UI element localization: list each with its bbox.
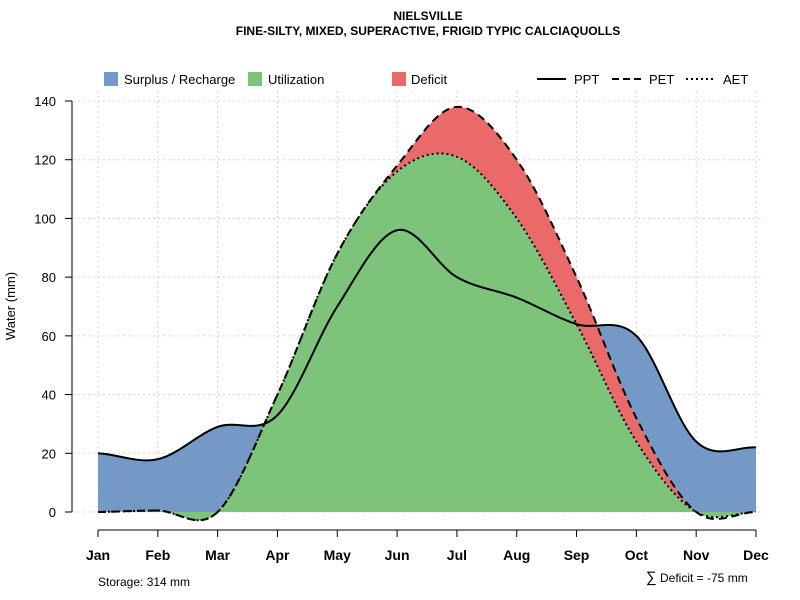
utilization-area [98,153,756,521]
x-tick-label: Dec [743,547,769,563]
y-tick-label: 120 [34,153,56,168]
y-tick-label: 0 [49,505,56,520]
series-line-ppt [97,228,757,462]
y-tick-label: 80 [42,270,56,285]
chart-title-line2: FINE-SILTY, MIXED, SUPERACTIVE, FRIGID T… [236,24,620,38]
line-layer [97,105,757,522]
series-line-pet [97,105,757,522]
x-tick-label: Jul [447,547,467,563]
legend: Surplus / Recharge Utilization Deficit P… [104,72,748,87]
y-tick-label: 20 [42,446,56,461]
sum-icon: ∑ [646,569,657,586]
legend-label-surplus: Surplus / Recharge [124,72,235,87]
legend-label-aet: AET [723,72,748,87]
deficit-note: Deficit = -75 mm [660,571,748,585]
y-tick-label: 140 [34,94,56,109]
surplus-recharge-area [98,153,756,521]
x-tick-label: Aug [503,547,530,563]
storage-note: Storage: 314 mm [98,575,190,589]
legend-label-pet: PET [649,72,674,87]
x-tick-label: Mar [205,547,230,563]
x-tick-label: Sep [564,547,590,563]
y-axis-label: Water (mm) [3,272,18,340]
x-tick-label: Jun [385,547,410,563]
y-tick-label: 100 [34,211,56,226]
legend-label-ppt: PPT [574,72,599,87]
x-tick-label: Apr [265,547,290,563]
area-layer [98,106,756,521]
x-tick-label: Oct [625,547,649,563]
x-tick-label: Nov [683,547,710,563]
legend-label-deficit: Deficit [411,72,448,87]
legend-label-utilization: Utilization [268,72,324,87]
axis-layer: 0 20 40 60 80 100 120 140 Jan Feb Mar Apr May Jun Jul A… [34,94,769,563]
x-tick-label: Feb [145,547,170,563]
legend-swatch-surplus [104,72,118,86]
chart-title-line1: NIELSVILLE [393,9,462,23]
x-tick-label: May [324,547,351,563]
x-tick-label: Jan [86,547,110,563]
y-tick-label: 40 [42,388,56,403]
legend-swatch-deficit [392,72,406,86]
y-tick-label: 60 [42,329,56,344]
legend-swatch-utilization [248,72,262,86]
